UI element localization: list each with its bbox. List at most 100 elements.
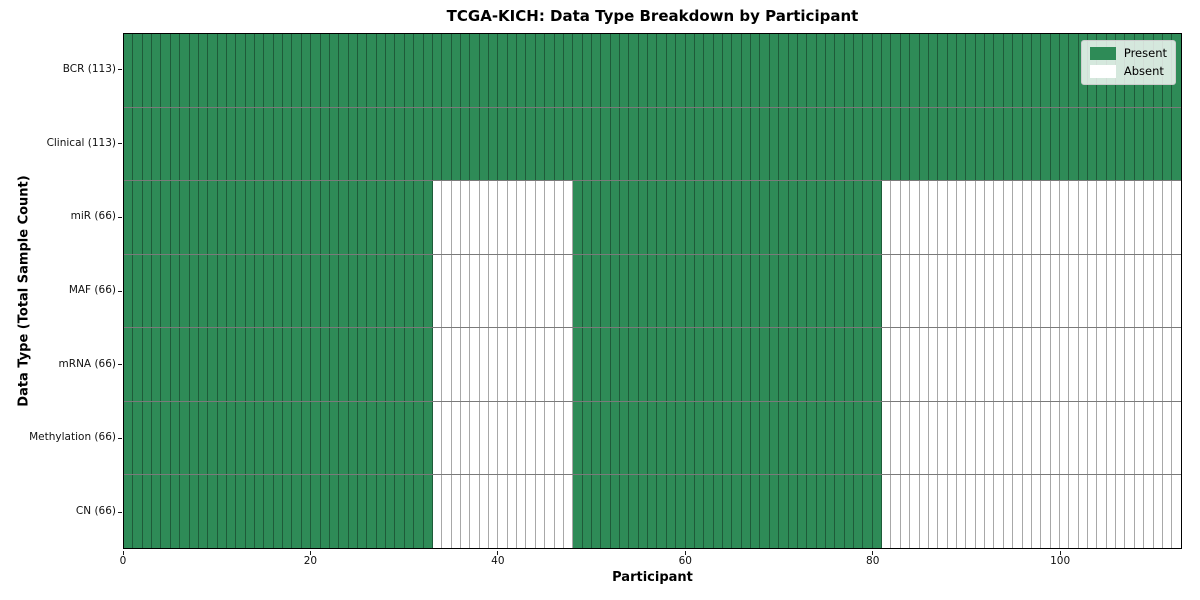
heatmap-cell	[732, 181, 742, 254]
heatmap-cell	[1022, 254, 1032, 328]
heatmap-cell	[535, 107, 546, 181]
heatmap-cell	[788, 475, 798, 549]
heatmap-cell	[620, 401, 630, 475]
heatmap-cell	[591, 328, 602, 401]
heatmap-cell	[1078, 107, 1089, 181]
heatmap-cell	[404, 475, 415, 549]
absent-swatch	[1089, 65, 1116, 78]
heatmap-cell	[788, 254, 798, 328]
heatmap-cell	[657, 475, 667, 549]
heatmap-cell	[395, 475, 405, 549]
heatmap-cell	[133, 181, 143, 254]
x-tick-mark	[1059, 550, 1061, 555]
heatmap-cell	[161, 475, 171, 549]
heatmap-cell	[1078, 401, 1089, 475]
heatmap-cell	[835, 107, 845, 181]
heatmap-cell	[807, 181, 817, 254]
heatmap-cell	[1106, 401, 1117, 475]
heatmap-cell	[825, 328, 836, 401]
heatmap-cell	[928, 328, 939, 401]
heatmap-cell	[386, 254, 396, 328]
heatmap-cell	[142, 107, 153, 181]
heatmap-cell	[638, 107, 649, 181]
heatmap-grid	[124, 34, 1181, 549]
heatmap-cell	[938, 475, 948, 549]
heatmap-cell	[470, 254, 480, 328]
heatmap-cell	[816, 328, 826, 401]
heatmap-cell	[582, 107, 592, 181]
heatmap-cell	[900, 401, 911, 475]
heatmap-cell	[329, 34, 340, 107]
heatmap-cell	[198, 401, 209, 475]
heatmap-cell	[994, 475, 1004, 549]
heatmap-cell	[910, 328, 920, 401]
heatmap-cell	[489, 475, 499, 549]
heatmap-cell	[124, 328, 134, 401]
heatmap-cell	[329, 107, 340, 181]
heatmap-cell	[226, 401, 237, 475]
heatmap-cell	[1134, 181, 1145, 254]
heatmap-cell	[676, 328, 686, 401]
heatmap-cell	[1031, 401, 1042, 475]
heatmap-cell	[460, 475, 471, 549]
heatmap-cell	[1013, 475, 1023, 549]
heatmap-cell	[460, 401, 471, 475]
heatmap-cell	[816, 401, 826, 475]
heatmap-cell	[591, 107, 602, 181]
heatmap-cell	[451, 107, 461, 181]
heatmap-cell	[723, 34, 733, 107]
heatmap-cell	[470, 475, 480, 549]
heatmap-cell	[517, 254, 527, 328]
heatmap-cell	[1153, 181, 1163, 254]
heatmap-cell	[301, 34, 312, 107]
heatmap-cell	[741, 475, 752, 549]
heatmap-cell	[320, 181, 330, 254]
heatmap-cell	[573, 107, 583, 181]
heatmap-cell	[872, 401, 883, 475]
x-tick-mark	[497, 550, 499, 555]
heatmap-cell	[872, 107, 883, 181]
heatmap-cell	[395, 254, 405, 328]
heatmap-cell	[283, 254, 293, 328]
heatmap-cell	[498, 401, 508, 475]
heatmap-cell	[255, 401, 265, 475]
heatmap-cell	[208, 181, 218, 254]
heatmap-cell	[638, 181, 649, 254]
heatmap-cell	[1116, 254, 1126, 328]
heatmap-cell	[947, 107, 957, 181]
heatmap-cell	[1050, 34, 1060, 107]
heatmap-cell	[676, 107, 686, 181]
heatmap-cell	[470, 34, 480, 107]
heatmap-cell	[198, 328, 209, 401]
heatmap-cell	[423, 328, 433, 401]
heatmap-cell	[283, 34, 293, 107]
heatmap-cell	[928, 181, 939, 254]
heatmap-cell	[432, 401, 443, 475]
heatmap-cell	[938, 107, 948, 181]
heatmap-cell	[208, 328, 218, 401]
heatmap-cell	[769, 401, 780, 475]
heatmap-cell	[376, 181, 387, 254]
heatmap-cell	[311, 34, 321, 107]
heatmap-cell	[170, 401, 181, 475]
heatmap-cell	[357, 401, 368, 475]
heatmap-cell	[704, 181, 714, 254]
heatmap-cell	[863, 181, 873, 254]
heatmap-cell	[591, 34, 602, 107]
heatmap-cell	[657, 107, 667, 181]
heatmap-cell	[292, 475, 302, 549]
heatmap-cell	[301, 254, 312, 328]
heatmap-cell	[498, 254, 508, 328]
heatmap-cell	[1172, 34, 1181, 107]
heatmap-cell	[779, 475, 789, 549]
y-tick-label: Clinical (113)	[46, 136, 116, 149]
heatmap-cell	[180, 475, 190, 549]
heatmap-cell	[161, 254, 171, 328]
heatmap-cell	[395, 401, 405, 475]
heatmap-cell	[1050, 254, 1060, 328]
heatmap-cell	[1106, 328, 1117, 401]
heatmap-cell	[769, 475, 780, 549]
heatmap-cell	[152, 107, 162, 181]
heatmap-cell	[779, 34, 789, 107]
heatmap-cell	[329, 475, 340, 549]
